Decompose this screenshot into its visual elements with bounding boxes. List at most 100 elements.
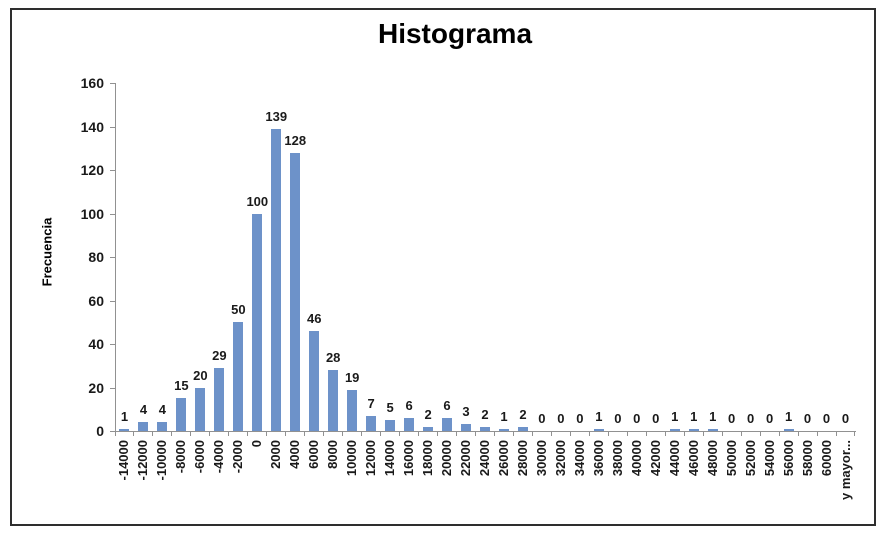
bar <box>498 428 509 431</box>
x-axis-tick <box>399 431 401 436</box>
y-axis-tick-label: 80 <box>88 249 104 265</box>
x-axis-tick-label: 52000 <box>742 440 758 477</box>
y-axis-tick <box>110 170 115 171</box>
data-label: 1 <box>595 408 603 424</box>
x-axis-tick-label: 34000 <box>571 440 587 477</box>
x-axis-tick <box>683 431 685 436</box>
category-slot: 100 0 <box>246 83 269 447</box>
x-axis-tick <box>266 431 268 436</box>
data-label: 2 <box>519 406 527 422</box>
x-axis-tick <box>854 431 856 436</box>
y-axis-tick <box>110 213 115 215</box>
x-axis-tick-label: 58000 <box>799 440 815 477</box>
x-axis-tick-label: 26000 <box>495 440 511 477</box>
x-axis-tick-label: 6000 <box>306 440 322 469</box>
x-axis-tick-label: 56000 <box>780 440 796 477</box>
bar <box>404 417 415 431</box>
category-slot: 50 -2000 <box>229 83 249 473</box>
y-axis-tick-label: 20 <box>88 379 104 396</box>
category-slot: 7 12000 <box>362 83 382 476</box>
category-slot: 0 42000 <box>646 83 666 476</box>
bar <box>290 152 301 431</box>
x-axis-tick <box>361 431 363 436</box>
category-slot: 1 46000 <box>684 83 704 476</box>
x-axis-tick-label: -4000 <box>211 440 227 474</box>
category-slot: 1 26000 <box>494 83 514 476</box>
x-axis-tick-label: 42000 <box>647 440 663 477</box>
data-label: 1 <box>500 408 508 424</box>
x-axis-tick-label: 8000 <box>325 440 341 469</box>
bar <box>669 428 680 431</box>
category-slot: 28 8000 <box>324 83 344 469</box>
data-label: 0 <box>841 411 850 426</box>
category-slot: 139 2000 <box>265 83 287 469</box>
category-slot: 0 58000 <box>798 83 818 476</box>
y-axis-tick <box>110 387 115 389</box>
data-label: 50 <box>231 302 246 318</box>
x-axis-tick <box>247 431 249 436</box>
y-axis-tick-label: 120 <box>80 162 104 178</box>
x-axis-tick-label: 48000 <box>704 440 720 477</box>
x-axis-tick <box>171 431 173 436</box>
x-axis-line <box>115 431 856 432</box>
y-axis-tick-label: 0 <box>96 423 104 439</box>
x-axis-tick <box>323 431 325 436</box>
bar <box>442 417 453 431</box>
category-slot: 0 54000 <box>760 83 780 476</box>
y-axis-tick <box>110 257 115 258</box>
bar <box>119 428 130 431</box>
x-axis-tick-label: 18000 <box>420 440 436 477</box>
data-label: 2 <box>481 406 489 422</box>
category-slot: 1 44000 <box>665 83 685 476</box>
x-axis-tick-label: 16000 <box>401 440 417 477</box>
x-axis-tick-label: 14000 <box>382 440 398 477</box>
x-axis-tick-label: y mayor... <box>837 440 853 500</box>
category-slot: 29 -4000 <box>210 83 230 473</box>
bar <box>707 428 718 431</box>
data-label: 0 <box>557 411 565 426</box>
y-axis-tick <box>110 83 115 84</box>
x-axis-tick-label: 50000 <box>723 440 739 477</box>
data-label: 0 <box>728 411 736 426</box>
x-axis-tick <box>512 431 514 436</box>
bar <box>461 424 472 431</box>
x-axis-tick <box>437 431 439 436</box>
x-axis-tick <box>285 431 287 436</box>
data-label: 1 <box>671 408 679 424</box>
y-axis-tick-label: 100 <box>80 205 104 222</box>
data-label: 100 <box>246 193 269 209</box>
x-axis-tick-label: 46000 <box>685 440 701 477</box>
x-axis-tick-label: -10000 <box>154 440 170 481</box>
bar <box>688 428 699 431</box>
bar <box>783 428 794 431</box>
x-axis-tick <box>816 431 818 436</box>
x-axis-tick <box>456 431 458 436</box>
x-axis-tick <box>702 431 704 436</box>
x-axis-tick <box>190 431 192 436</box>
x-axis-tick <box>588 431 590 436</box>
data-label: 0 <box>822 411 831 426</box>
x-axis-tick <box>152 431 154 436</box>
data-label: 29 <box>212 347 227 363</box>
data-label: 15 <box>174 378 189 394</box>
data-label: 0 <box>652 411 660 426</box>
plot-area: 1 -14000 4 -12000 4 -10000 15 -8000 20 -6000 29 -40… <box>114 83 856 500</box>
bar <box>423 426 434 431</box>
category-slot: 20 -6000 <box>191 83 211 473</box>
x-axis-tick <box>740 431 742 436</box>
bar <box>252 213 263 431</box>
category-slot: 1 56000 <box>779 83 799 476</box>
x-axis-tick-label: -8000 <box>173 440 189 474</box>
category-slot: 2 24000 <box>476 83 495 476</box>
bar <box>176 398 187 431</box>
x-axis-tick-label: 54000 <box>761 440 777 477</box>
data-label: 4 <box>139 402 148 418</box>
y-axis-tick <box>110 300 115 302</box>
x-axis-tick <box>133 431 135 436</box>
x-axis-tick <box>228 431 230 436</box>
category-slot: 19 10000 <box>343 83 363 476</box>
bar <box>271 128 282 431</box>
category-slot: 2 28000 <box>513 83 533 476</box>
bar <box>328 370 339 431</box>
